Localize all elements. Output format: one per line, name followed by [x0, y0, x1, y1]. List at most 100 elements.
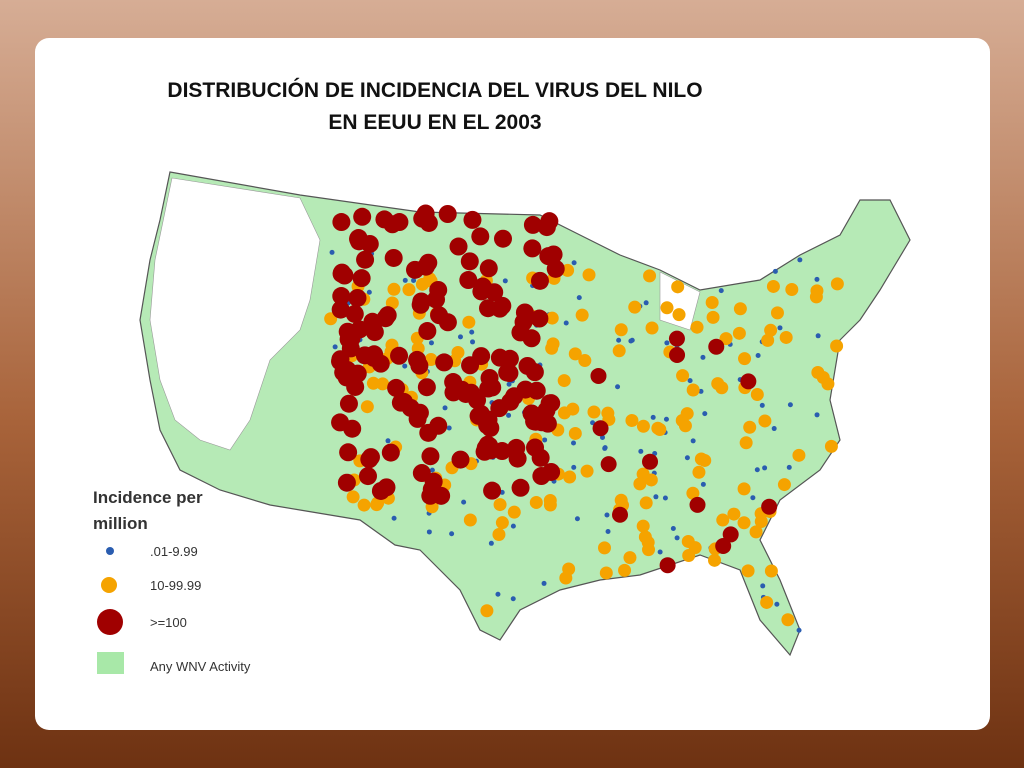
incidence-dot — [348, 288, 367, 307]
incidence-dot — [411, 277, 417, 283]
incidence-dot — [716, 513, 730, 527]
incidence-dot — [429, 280, 448, 299]
incidence-dot — [692, 465, 706, 479]
incidence-dot — [339, 443, 358, 462]
incidence-dot — [329, 249, 335, 255]
no-activity-region — [149, 177, 321, 451]
incidence-dot — [597, 541, 611, 555]
incidence-dot — [688, 541, 702, 555]
incidence-dot — [493, 296, 512, 315]
incidence-dot — [664, 340, 670, 346]
incidence-dot — [530, 271, 549, 290]
incidence-dot — [705, 296, 719, 310]
incidence-dot — [618, 563, 632, 577]
incidence-dot — [740, 373, 757, 390]
incidence-dot — [492, 527, 506, 541]
incidence-dot — [708, 553, 722, 567]
incidence-dot — [571, 260, 577, 266]
incidence-dot — [469, 329, 475, 335]
incidence-dot — [737, 516, 751, 530]
incidence-dot — [578, 354, 592, 368]
incidence-dot — [506, 381, 512, 387]
incidence-dot — [774, 601, 780, 607]
incidence-dot — [741, 564, 755, 578]
legend-label: >=100 — [150, 615, 187, 630]
incidence-dot — [483, 481, 502, 500]
incidence-dot — [479, 259, 498, 278]
incidence-dot — [599, 566, 613, 580]
legend-swatch — [97, 609, 123, 635]
incidence-dot — [764, 323, 778, 337]
incidence-dot — [568, 426, 582, 440]
incidence-dot — [545, 311, 559, 325]
incidence-dot — [668, 330, 685, 347]
incidence-dot — [563, 470, 577, 484]
incidence-dot — [530, 309, 549, 328]
incidence-dot — [614, 323, 628, 337]
incidence-dot — [718, 288, 724, 294]
incidence-dot — [764, 564, 778, 578]
incidence-dot — [511, 323, 530, 342]
incidence-dot — [563, 320, 569, 326]
incidence-dot — [366, 376, 380, 390]
legend: Incidence per million .01-9.99 10-99.99 … — [93, 488, 251, 674]
incidence-dot — [657, 549, 663, 555]
incidence-dot — [623, 551, 637, 565]
incidence-dot — [600, 456, 617, 473]
incidence-dot — [508, 449, 527, 468]
incidence-dot — [493, 229, 512, 248]
incidence-dot — [348, 364, 367, 383]
incidence-dot — [660, 301, 674, 315]
incidence-dot — [472, 282, 491, 301]
incidence-dot — [702, 411, 708, 417]
incidence-dot — [500, 364, 519, 383]
incidence-dot — [438, 205, 457, 224]
legend-label: Any WNV Activity — [150, 659, 251, 674]
incidence-dot — [642, 543, 656, 557]
incidence-dot — [385, 438, 391, 444]
incidence-dot — [687, 378, 693, 384]
incidence-dot — [650, 414, 656, 420]
incidence-dot — [680, 407, 694, 421]
incidence-dot — [575, 308, 589, 322]
incidence-dot — [402, 283, 416, 297]
incidence-dot — [417, 378, 436, 397]
incidence-dot — [628, 300, 642, 314]
incidence-dot — [444, 373, 463, 392]
incidence-dot — [459, 271, 478, 290]
incidence-dot — [761, 333, 775, 347]
incidence-dot — [541, 580, 547, 586]
incidence-dot — [463, 513, 477, 527]
incidence-dot — [625, 414, 639, 428]
incidence-dot — [545, 341, 559, 355]
incidence-dot — [405, 260, 424, 279]
incidence-dot — [750, 387, 764, 401]
incidence-dot — [616, 337, 622, 343]
incidence-dot — [515, 303, 534, 322]
incidence-dot — [352, 269, 371, 288]
incidence-dot — [341, 339, 360, 358]
incidence-dot — [809, 290, 823, 304]
incidence-dot — [479, 379, 498, 398]
incidence-dot — [566, 402, 580, 416]
incidence-dot — [339, 394, 358, 413]
incidence-dot — [495, 591, 501, 597]
incidence-dot — [345, 304, 364, 323]
incidence-dot — [361, 448, 380, 467]
incidence-dot — [356, 250, 375, 269]
incidence-dot — [460, 252, 479, 271]
incidence-dot — [358, 467, 377, 486]
incidence-dot — [387, 378, 406, 397]
incidence-dot — [830, 339, 844, 353]
incidence-dot — [684, 455, 690, 461]
incidence-dot — [659, 557, 676, 574]
incidence-dot — [559, 571, 573, 585]
incidence-dot — [651, 421, 665, 435]
incidence-dot — [481, 441, 500, 460]
incidence-dot — [605, 528, 611, 534]
incidence-dot — [332, 287, 351, 306]
incidence-dot — [700, 354, 706, 360]
incidence-dot — [461, 356, 480, 375]
incidence-dot — [689, 496, 706, 513]
incidence-dot — [761, 498, 778, 515]
